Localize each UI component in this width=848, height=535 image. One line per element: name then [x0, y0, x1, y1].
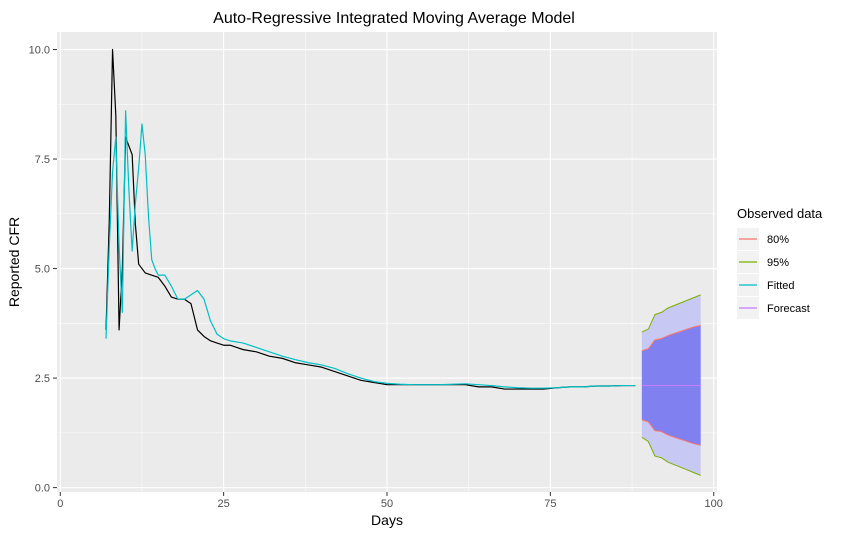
- grid-major-lines: [57, 32, 717, 492]
- observed-series-line: [105, 48, 636, 390]
- ci95-lower-line: [641, 436, 701, 476]
- y-tick-label: 10.0: [29, 45, 50, 57]
- legend: Observed data 80% 95% Fitted Forecast: [737, 206, 823, 319]
- series-lines: [105, 48, 701, 390]
- legend-title: Observed data: [737, 206, 823, 221]
- legend-label: Forecast: [767, 303, 810, 315]
- y-tick-label: 7.5: [35, 154, 50, 166]
- legend-label: 95%: [767, 257, 789, 269]
- x-tick-label: 75: [544, 498, 556, 510]
- legend-item-fitted: Fitted: [737, 274, 795, 296]
- x-tick-label: 0: [57, 498, 63, 510]
- x-axis-title: Days: [371, 512, 403, 528]
- legend-item-80: 80%: [737, 228, 789, 250]
- legend-item-forecast: Forecast: [737, 297, 810, 319]
- fitted-series-line: [105, 110, 636, 389]
- legend-label: 80%: [767, 234, 789, 246]
- x-axis-ticks: 0 25 50 75 100: [57, 492, 723, 510]
- x-tick-label: 100: [705, 498, 723, 510]
- y-tick-label: 2.5: [35, 373, 50, 385]
- y-axis-ticks: 0.0 2.5 5.0 7.5 10.0: [29, 45, 57, 495]
- ci80-upper-line: [641, 325, 701, 352]
- ci80-lower-line: [641, 419, 701, 446]
- y-axis-title: Reported CFR: [6, 217, 22, 307]
- y-tick-label: 5.0: [35, 264, 50, 276]
- legend-item-95: 95%: [737, 251, 789, 273]
- chart-title: Auto-Regressive Integrated Moving Averag…: [213, 10, 575, 27]
- x-tick-label: 25: [218, 498, 230, 510]
- y-tick-label: 0.0: [35, 483, 50, 495]
- ci95-upper-line: [641, 294, 701, 333]
- legend-label: Fitted: [767, 280, 795, 292]
- x-tick-label: 50: [381, 498, 393, 510]
